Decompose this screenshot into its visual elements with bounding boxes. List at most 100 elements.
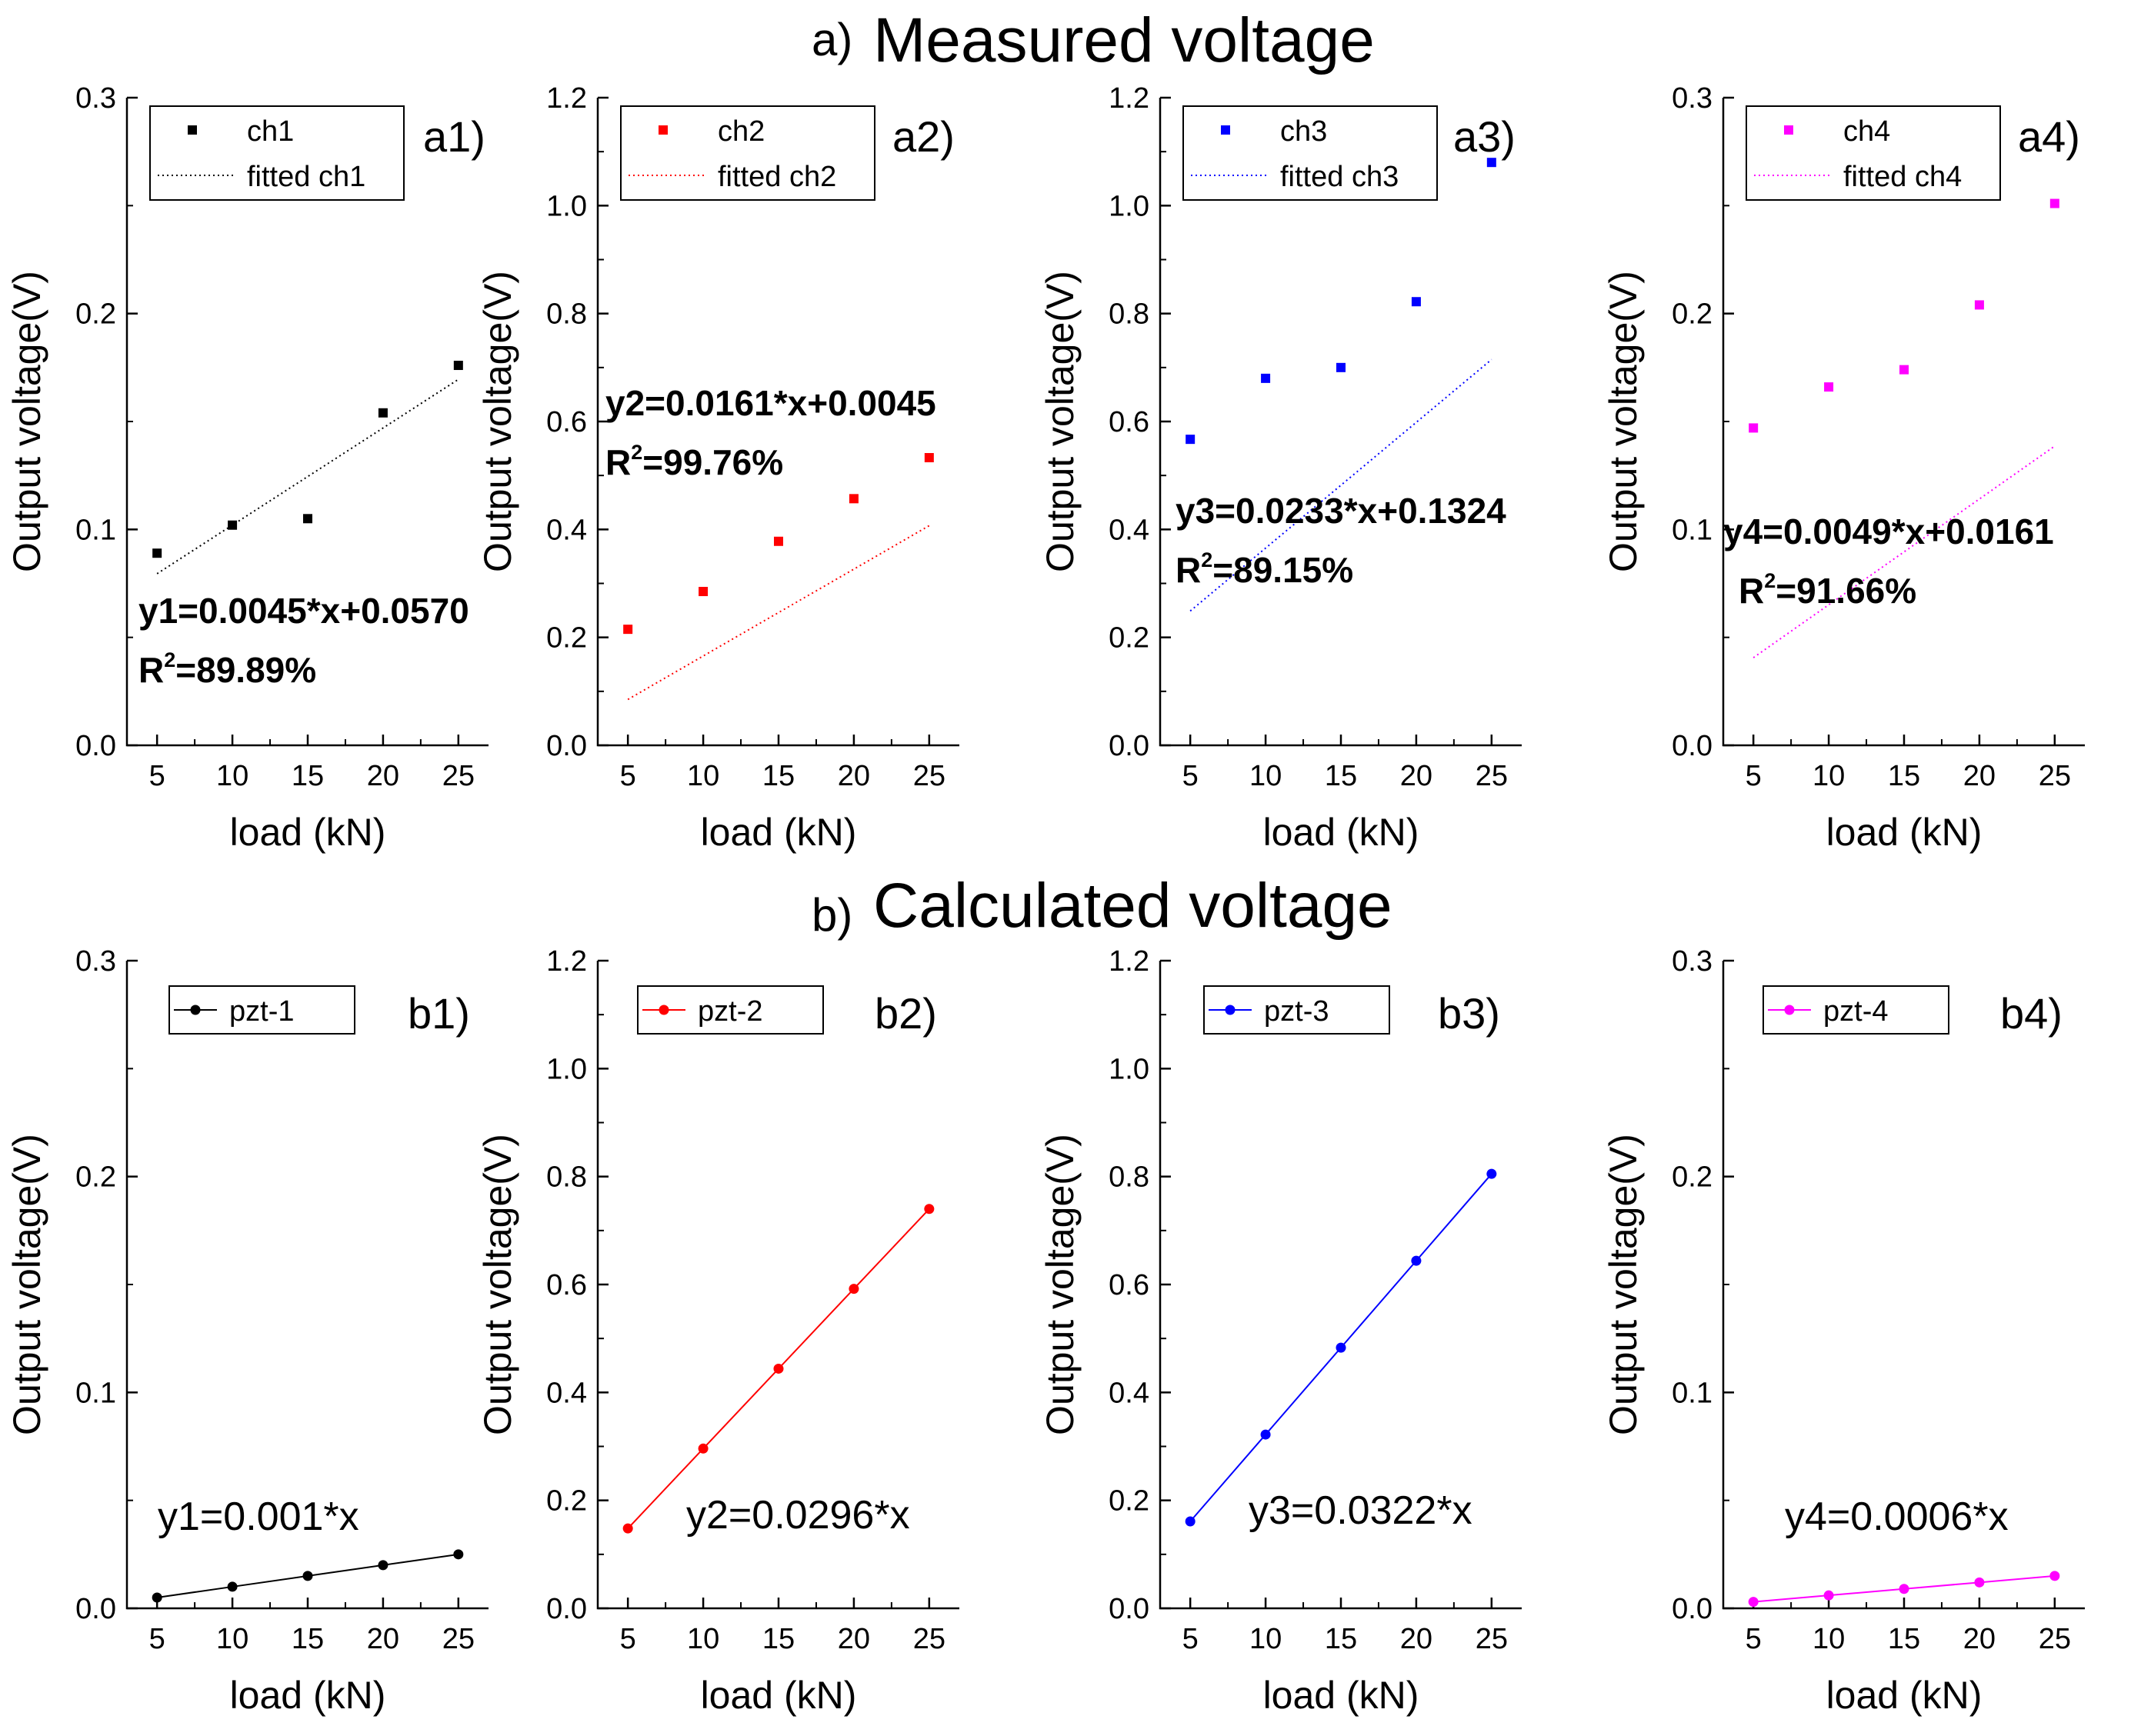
fit-equation: y2=0.0161*x+0.0045 xyxy=(605,383,936,423)
y-tick-label: 0.0 xyxy=(75,730,116,762)
y-tick-label: 0.8 xyxy=(546,1161,587,1194)
section-a-title: Measured voltage xyxy=(873,5,1375,75)
y-axis-label: Output voltage(V) xyxy=(1602,1134,1645,1435)
x-tick-label: 10 xyxy=(1249,760,1282,792)
x-tick-label: 15 xyxy=(1888,760,1920,792)
r-squared: R2=91.66% xyxy=(1739,569,1916,611)
data-point xyxy=(453,361,463,371)
fit-equation: y1=0.001*x xyxy=(158,1494,359,1539)
legend-marker xyxy=(1784,125,1793,135)
fitted-line-a3 xyxy=(1189,358,1492,612)
legend-series-label: pzt-3 xyxy=(1264,995,1329,1028)
r-squared: R2=89.15% xyxy=(1176,548,1353,590)
legend-marker xyxy=(190,1005,201,1015)
x-tick-label: 5 xyxy=(1746,760,1762,792)
data-point xyxy=(622,1523,633,1534)
x-axis-label: load (kN) xyxy=(230,1674,386,1717)
legend-series-label: ch3 xyxy=(1280,115,1327,148)
x-axis-label: load (kN) xyxy=(701,811,857,854)
x-tick-label: 5 xyxy=(149,760,165,792)
y-tick-label: 0.0 xyxy=(546,1593,587,1625)
r-squared-symbol: R xyxy=(605,442,631,482)
chart-b1: 5 10 15 20 25 0.0 0.1 0.2 0.3 load (kN) Output vol… xyxy=(5,945,489,1717)
data-point xyxy=(1411,297,1421,307)
y-tick-label: 0.1 xyxy=(1672,514,1712,546)
data-point xyxy=(378,408,388,418)
y-tick-label: 0.1 xyxy=(75,514,116,546)
fit-equation: y2=0.0296*x xyxy=(686,1493,910,1538)
r-squared-value: =89.15% xyxy=(1212,550,1353,590)
x-tick-label: 10 xyxy=(216,1623,248,1655)
panel-label: b2) xyxy=(875,989,937,1038)
data-point xyxy=(302,1571,313,1581)
data-point xyxy=(924,1204,935,1215)
x-tick-label: 5 xyxy=(1182,760,1199,792)
legend-box xyxy=(620,105,875,201)
x-tick-label: 25 xyxy=(442,1623,475,1655)
x-tick-label: 20 xyxy=(838,760,870,792)
data-point xyxy=(1336,362,1346,372)
x-axis-label: load (kN) xyxy=(1263,811,1419,854)
legend-marker xyxy=(1221,125,1230,135)
x-axis-label: load (kN) xyxy=(230,811,386,854)
legend-series-label: ch1 xyxy=(247,115,294,148)
x-tick-label: 10 xyxy=(687,1623,719,1655)
y-tick-label: 0.3 xyxy=(75,945,116,978)
data-point xyxy=(1749,423,1759,433)
legend: ch3 fitted ch3 xyxy=(1182,105,1438,201)
y-tick-label: 0.4 xyxy=(546,1377,587,1409)
y-tick-label: 0.6 xyxy=(1109,406,1149,438)
data-point xyxy=(849,494,859,504)
legend-box xyxy=(149,105,405,201)
panel-label: a4) xyxy=(2018,112,2080,161)
x-tick-label: 25 xyxy=(913,760,945,792)
y-axis-label: Output voltage(V) xyxy=(1602,271,1645,572)
x-tick-label: 10 xyxy=(687,760,719,792)
y-tick-label: 0.0 xyxy=(1672,730,1712,762)
r-squared: R2=89.89% xyxy=(138,648,316,690)
y-tick-label: 0.0 xyxy=(1109,1593,1149,1625)
fitted-line-a1 xyxy=(156,378,459,575)
legend-marker xyxy=(1225,1005,1236,1015)
x-tick-label: 5 xyxy=(1182,1623,1199,1655)
chart-b4: 5 10 15 20 25 0.0 0.1 0.2 0.3 load (kN) Output vol… xyxy=(1602,945,2085,1717)
y-axis-label: Output voltage(V) xyxy=(1039,271,1082,572)
panel-label: a1) xyxy=(423,112,485,161)
fitted-line-a2 xyxy=(627,525,930,701)
panel-label: a2) xyxy=(892,112,955,161)
y-tick-label: 0.2 xyxy=(75,1161,116,1194)
data-point xyxy=(303,514,312,524)
y-tick-label: 0.0 xyxy=(1109,730,1149,762)
x-axis-label: load (kN) xyxy=(1826,811,1983,854)
x-tick-label: 5 xyxy=(620,1623,636,1655)
data-point xyxy=(152,548,162,558)
y-tick-label: 0.2 xyxy=(1672,298,1712,331)
data-point xyxy=(1748,1597,1759,1608)
data-point xyxy=(453,1549,464,1560)
data-point xyxy=(228,520,238,530)
legend-series-label: pzt-4 xyxy=(1823,995,1888,1028)
r-squared-symbol: R xyxy=(1739,571,1764,611)
y-tick-label: 0.6 xyxy=(546,1269,587,1301)
fit-equation: y3=0.0233*x+0.1324 xyxy=(1176,491,1506,531)
x-tick-label: 20 xyxy=(1400,1623,1432,1655)
r-squared-exponent: 2 xyxy=(1201,548,1212,571)
data-point xyxy=(698,1443,709,1454)
data-point xyxy=(924,453,934,463)
chart-a4: 5 10 15 20 25 0.0 0.1 0.2 0.3 load (kN) Output vol… xyxy=(1602,82,2085,854)
y-tick-label: 0.3 xyxy=(1672,82,1712,115)
legend-fit-label: fitted ch1 xyxy=(247,161,365,193)
y-tick-label: 0.4 xyxy=(546,514,587,546)
y-tick-label: 0.8 xyxy=(1109,298,1149,331)
section-b-prefix: b) xyxy=(812,889,852,941)
data-point xyxy=(2049,198,2059,208)
x-tick-label: 10 xyxy=(216,760,248,792)
y-axis-label: Output voltage(V) xyxy=(5,271,48,572)
y-tick-label: 0.0 xyxy=(546,730,587,762)
y-tick-label: 0.6 xyxy=(1109,1269,1149,1301)
data-point xyxy=(773,1363,784,1374)
y-axis-label: Output voltage(V) xyxy=(476,271,519,572)
x-tick-label: 15 xyxy=(292,1623,324,1655)
x-tick-label: 15 xyxy=(1325,1623,1357,1655)
legend-marker xyxy=(1784,1005,1795,1015)
